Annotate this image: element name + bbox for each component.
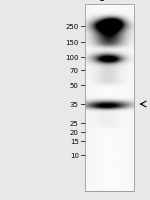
Text: 15: 15 <box>70 139 79 145</box>
Text: 150: 150 <box>65 40 79 46</box>
Bar <box>85 5 134 191</box>
Text: 20: 20 <box>70 129 79 135</box>
Bar <box>85 5 134 191</box>
Text: 1: 1 <box>99 0 105 3</box>
Text: 70: 70 <box>70 68 79 74</box>
Text: 50: 50 <box>70 83 79 89</box>
Text: 25: 25 <box>70 120 79 126</box>
Text: 250: 250 <box>66 23 79 29</box>
Text: 35: 35 <box>70 102 79 107</box>
Text: 10: 10 <box>70 152 79 158</box>
Text: 100: 100 <box>65 55 79 61</box>
